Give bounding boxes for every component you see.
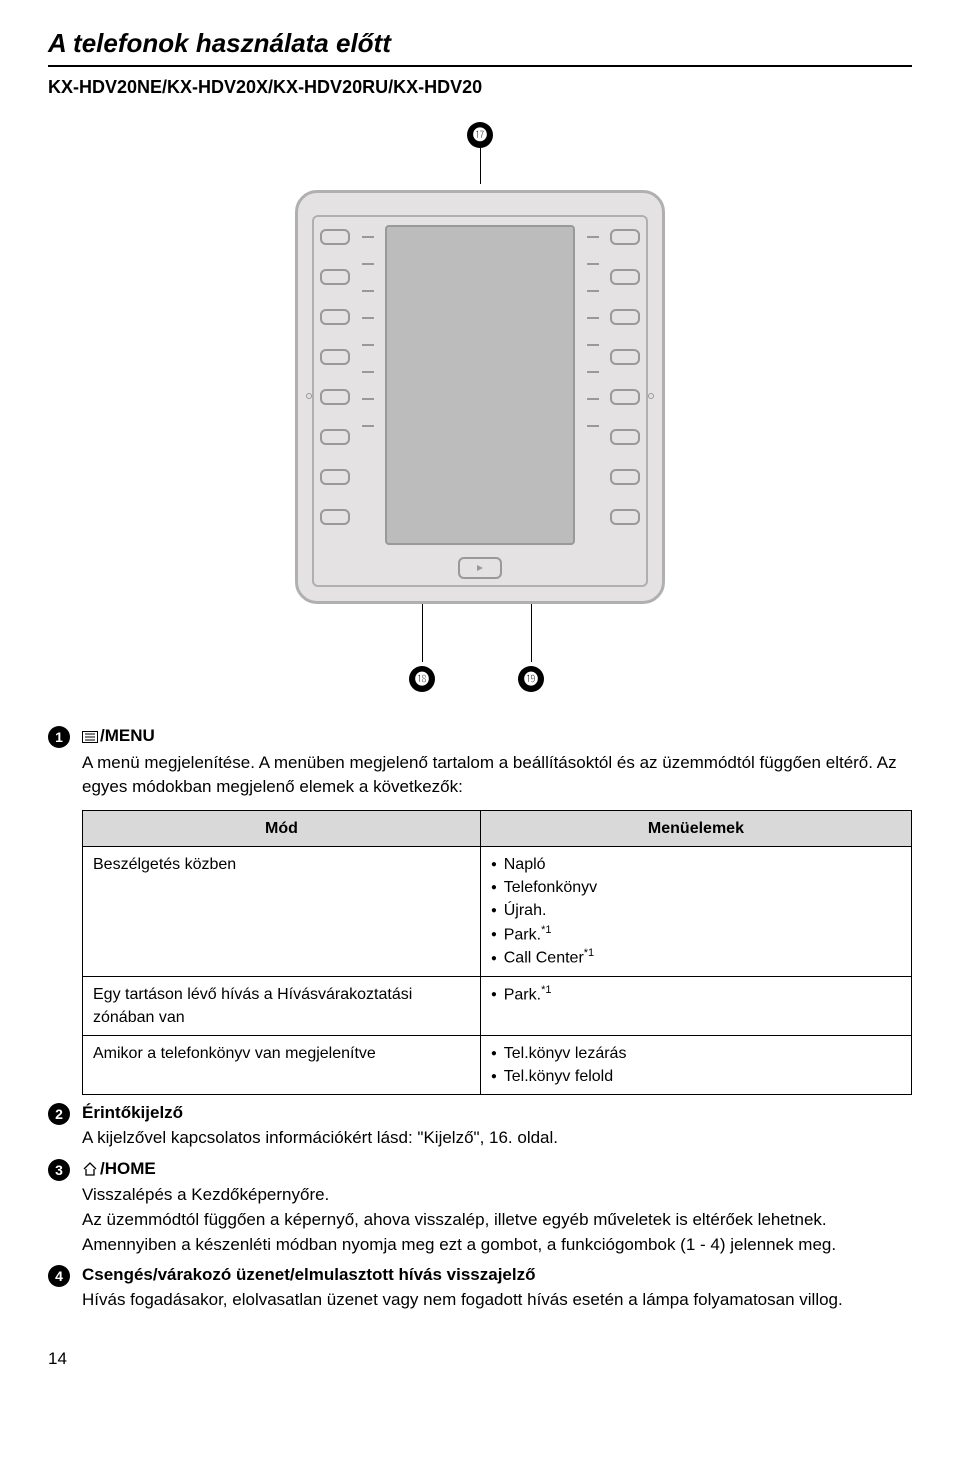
menu-item: Park.*1 [491, 983, 901, 1007]
item-4-label: Csengés/várakozó üzenet/elmulasztott hív… [82, 1265, 536, 1284]
callout-18: ⓲ [409, 666, 435, 692]
mode-menu-table: Mód Menüelemek Beszélgetés közbenNaplóTe… [82, 810, 912, 1096]
list-item-2: 2 Érintőkijelző A kijelzővel kapcsolatos… [48, 1101, 912, 1150]
device-body [295, 190, 665, 604]
page-number: 14 [48, 1349, 912, 1369]
menu-item: Tel.könyv lezárás [491, 1042, 901, 1065]
item-number: 4 [48, 1265, 70, 1287]
mode-cell: Egy tartáson lévő hívás a Hívásvárakozta… [83, 976, 481, 1035]
item-2-desc: A kijelzővel kapcsolatos információkért … [82, 1126, 912, 1151]
list-item-4: 4 Csengés/várakozó üzenet/elmulasztott h… [48, 1263, 912, 1312]
item-number: 1 [48, 726, 70, 748]
table-row: Amikor a telefonkönyv van megjelenítveTe… [83, 1036, 912, 1095]
callout-19: ⓳ [518, 666, 544, 692]
table-row: Egy tartáson lévő hívás a Hívásvárakozta… [83, 976, 912, 1035]
list-item-1: 1 /MENU A menü megjelenítése. A menüben … [48, 724, 912, 1095]
menu-cell: NaplóTelefonkönyvÚjrah.Park.*1Call Cente… [480, 847, 911, 977]
divider [48, 65, 912, 67]
th-menu: Menüelemek [480, 810, 911, 846]
menu-icon [82, 726, 98, 751]
mode-cell: Amikor a telefonkönyv van megjelenítve [83, 1036, 481, 1095]
nav-button [458, 557, 502, 579]
device-illustration: ⓱ [270, 122, 690, 694]
menu-item: Telefonkönyv [491, 876, 901, 899]
menu-item: Call Center*1 [491, 946, 901, 970]
menu-item: Tel.könyv felold [491, 1065, 901, 1088]
item-number: 3 [48, 1159, 70, 1181]
callout-17: ⓱ [467, 122, 493, 148]
menu-item: Újrah. [491, 899, 901, 922]
home-icon [82, 1159, 98, 1184]
right-button-column [610, 225, 640, 545]
mode-cell: Beszélgetés közben [83, 847, 481, 977]
model-line: KX-HDV20NE/KX-HDV20X/KX-HDV20RU/KX-HDV20 [48, 77, 912, 98]
device-panel [312, 215, 648, 587]
item-number: 2 [48, 1103, 70, 1125]
th-mode: Mód [83, 810, 481, 846]
item-1-label: /MENU [100, 726, 155, 745]
menu-item: Napló [491, 853, 901, 876]
menu-cell: Park.*1 [480, 976, 911, 1035]
item-3-line2: Az üzemmódtól függően a képernyő, ahova … [82, 1208, 912, 1257]
item-3-label: /HOME [100, 1159, 156, 1178]
item-2-label: Érintőkijelző [82, 1103, 183, 1122]
menu-cell: Tel.könyv lezárásTel.könyv felold [480, 1036, 911, 1095]
item-4-desc: Hívás fogadásakor, elolvasatlan üzenet v… [82, 1288, 912, 1313]
section-title: A telefonok használata előtt [48, 28, 912, 59]
table-row: Beszélgetés közbenNaplóTelefonkönyvÚjrah… [83, 847, 912, 977]
item-1-desc: A menü megjelenítése. A menüben megjelen… [82, 751, 912, 800]
list-item-3: 3 /HOME Visszalépés a Kezdőképernyőre. A… [48, 1157, 912, 1258]
item-3-line1: Visszalépés a Kezdőképernyőre. [82, 1183, 912, 1208]
menu-item: Park.*1 [491, 923, 901, 947]
left-button-column [320, 225, 350, 545]
device-screen [385, 225, 575, 545]
